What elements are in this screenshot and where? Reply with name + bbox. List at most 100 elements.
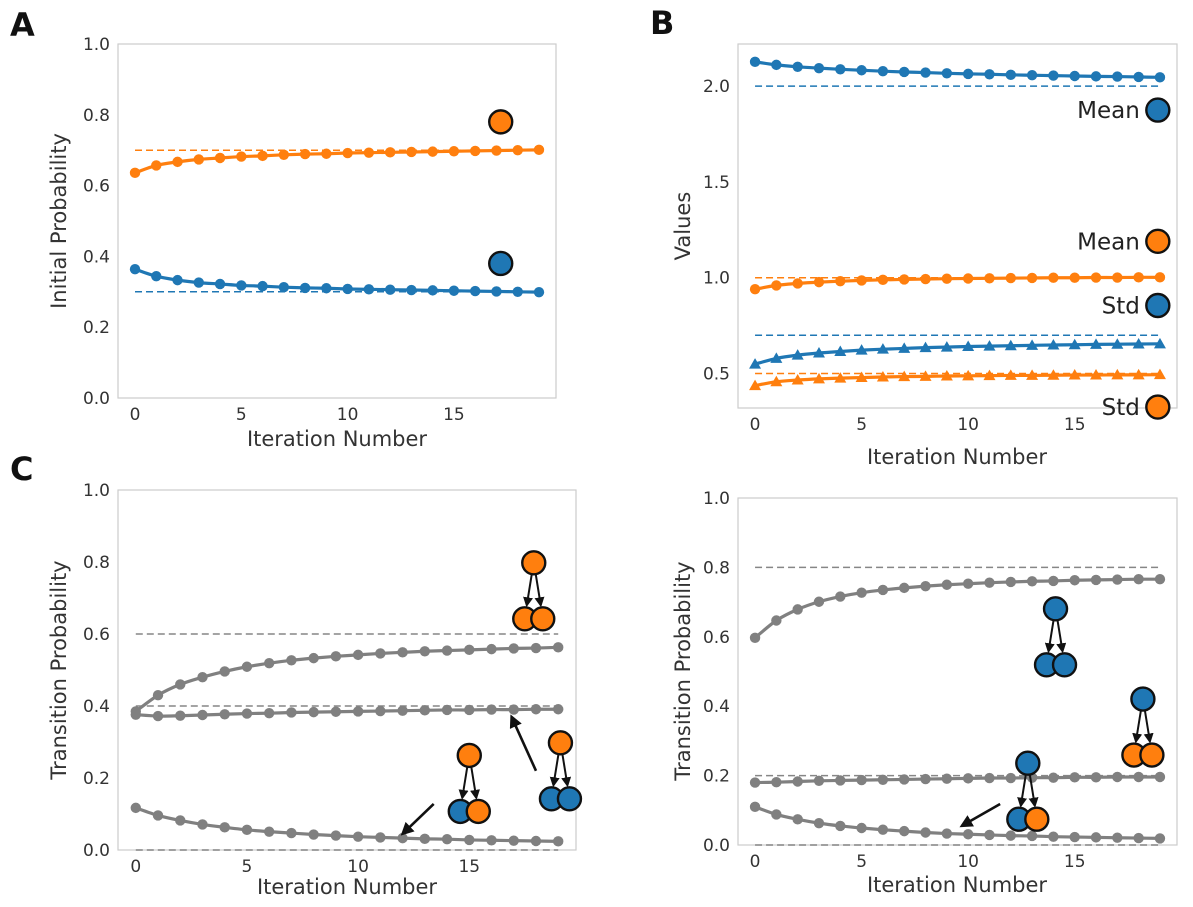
data-point: [491, 145, 502, 156]
data-point: [962, 773, 974, 784]
data-point: [470, 285, 481, 297]
data-point: [941, 773, 953, 784]
data-point: [1069, 772, 1080, 783]
data-point: [419, 705, 431, 716]
parent-node: [456, 742, 482, 769]
data-point: [129, 167, 141, 179]
data-point: [321, 283, 332, 294]
data-point: [771, 615, 782, 626]
legend-label: Mean: [1077, 98, 1140, 124]
legend-marker: [488, 250, 514, 277]
data-point: [749, 284, 761, 295]
data-point: [1005, 272, 1016, 284]
data-point: [384, 147, 396, 158]
data-point: [1026, 830, 1038, 842]
data-point: [876, 343, 889, 354]
data-point: [983, 340, 996, 351]
data-point: [1004, 369, 1017, 380]
data-point: [241, 661, 253, 672]
data-point: [172, 274, 183, 286]
x-axis-label: Iteration Number: [247, 427, 427, 451]
data-point: [1133, 71, 1144, 83]
data-point: [1026, 70, 1038, 81]
legend-marker: [1145, 394, 1171, 420]
data-point: [241, 824, 253, 836]
data-point: [219, 822, 230, 833]
data-point: [486, 704, 497, 715]
data-point: [876, 370, 889, 382]
data-point: [771, 59, 782, 71]
y-tick-label: 0.8: [83, 553, 110, 573]
data-point: [1154, 272, 1166, 283]
data-point: [984, 69, 995, 80]
y-tick-label: 0.8: [703, 558, 730, 578]
data-point: [406, 284, 417, 296]
data-point: [771, 280, 782, 291]
data-point: [152, 690, 164, 701]
chart-initial-probability: 0 5 10 15 0.0 0.2 0.4 0.6 0.8 1.0 Iteration Number…: [47, 35, 557, 451]
pointer-arrow: [400, 802, 435, 836]
data-point: [856, 587, 867, 598]
data-point: [834, 372, 847, 383]
data-point: [792, 604, 803, 615]
y-tick-label: 0.8: [83, 106, 110, 126]
data-point: [308, 829, 319, 840]
data-point: [856, 822, 867, 834]
data-point: [919, 370, 932, 381]
data-point: [899, 825, 910, 837]
transition-icon: [1006, 750, 1050, 832]
data-point: [877, 274, 889, 286]
data-point: [792, 776, 803, 787]
data-point: [792, 61, 803, 72]
y-tick-label: 0.2: [703, 767, 730, 787]
data-point: [441, 704, 453, 716]
x-tick-label: 5: [856, 415, 867, 435]
x-axis-label: Iteration Number: [257, 875, 437, 899]
data-point: [152, 810, 164, 821]
data-point: [962, 273, 974, 284]
data-point: [812, 347, 825, 358]
data-point: [533, 144, 545, 156]
data-point: [175, 679, 186, 690]
data-point: [363, 284, 375, 295]
transition-icon: [1033, 596, 1078, 678]
data-point: [983, 369, 996, 381]
data-point: [1047, 338, 1060, 350]
data-point: [1069, 575, 1080, 586]
data-point: [406, 146, 417, 158]
data-point: [1047, 369, 1060, 380]
chart-transition-probability-right: 0 5 10 15 0.0 0.2 0.4 0.6 0.8 1.0 Iteration Number…: [671, 489, 1178, 897]
data-point: [835, 64, 846, 75]
data-point: [175, 710, 186, 721]
child-node: [465, 798, 491, 825]
x-axis-label: Iteration Number: [867, 873, 1047, 897]
data-point: [855, 344, 868, 355]
data-point: [984, 273, 995, 284]
data-point: [749, 379, 762, 391]
transition-arrow: [1017, 774, 1028, 808]
x-tick-label: 15: [1064, 852, 1086, 872]
data-point: [1026, 576, 1038, 587]
parent-node: [1042, 596, 1069, 622]
data-point: [856, 774, 867, 786]
data-point: [1068, 338, 1081, 350]
data-point: [791, 374, 804, 385]
data-point: [962, 68, 974, 80]
data-point: [984, 829, 995, 841]
series-line: [754, 577, 1160, 640]
data-point: [299, 148, 311, 160]
data-point: [553, 836, 564, 847]
data-point: [308, 706, 319, 718]
data-point: [1005, 772, 1016, 784]
data-point: [941, 579, 953, 590]
data-point: [1133, 832, 1144, 844]
y-tick-label: 1.0: [83, 35, 110, 55]
data-point: [1112, 71, 1123, 82]
data-point: [330, 651, 342, 662]
plot-frame: [737, 43, 1178, 409]
data-point: [263, 708, 275, 719]
data-point: [286, 707, 297, 718]
y-axis-label: Values: [671, 192, 695, 261]
y-tick-label: 0.6: [83, 177, 110, 197]
data-point: [1112, 574, 1123, 585]
